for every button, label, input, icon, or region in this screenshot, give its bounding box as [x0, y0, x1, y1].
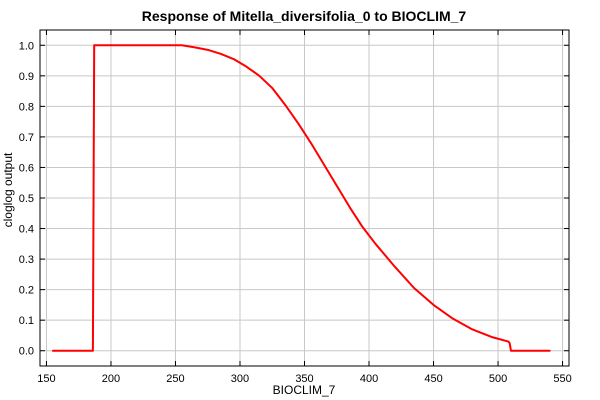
- y-axis-label: cloglog output: [1, 152, 15, 227]
- x-tick-label: 350: [295, 373, 313, 385]
- x-tick-label: 200: [102, 373, 120, 385]
- grid-layer: [40, 30, 569, 366]
- response-curve-line: [51, 44, 551, 352]
- x-tick-label: 400: [360, 373, 378, 385]
- y-tick-label: 0.7: [19, 132, 34, 144]
- y-tick-label: 0.4: [19, 224, 34, 236]
- x-axis-label: BIOCLIM_7: [273, 383, 336, 397]
- y-tick-label: 0.0: [19, 346, 34, 358]
- x-tick-label: 150: [37, 373, 55, 385]
- series-layer: [51, 44, 551, 352]
- x-tick-label: 500: [489, 373, 507, 385]
- y-tick-label: 0.9: [19, 71, 34, 83]
- y-tick-label: 1.0: [19, 40, 34, 52]
- x-tick-label: 450: [424, 373, 442, 385]
- y-tick-label: 0.2: [19, 285, 34, 297]
- y-tick-label: 0.8: [19, 101, 34, 113]
- chart-title: Response of Mitella_diversifolia_0 to BI…: [142, 8, 467, 24]
- y-tick-label: 0.1: [19, 315, 34, 327]
- y-tick-label: 0.6: [19, 162, 34, 174]
- x-tick-label: 550: [553, 373, 571, 385]
- y-tick-label: 0.5: [19, 193, 34, 205]
- ticks-layer: 150 200 250 300 350 400 450 500 550 0.0 0.1 0.2 0.3 0…: [19, 30, 572, 385]
- x-tick-label: 300: [231, 373, 249, 385]
- y-tick-label: 0.3: [19, 254, 34, 266]
- x-tick-label: 250: [166, 373, 184, 385]
